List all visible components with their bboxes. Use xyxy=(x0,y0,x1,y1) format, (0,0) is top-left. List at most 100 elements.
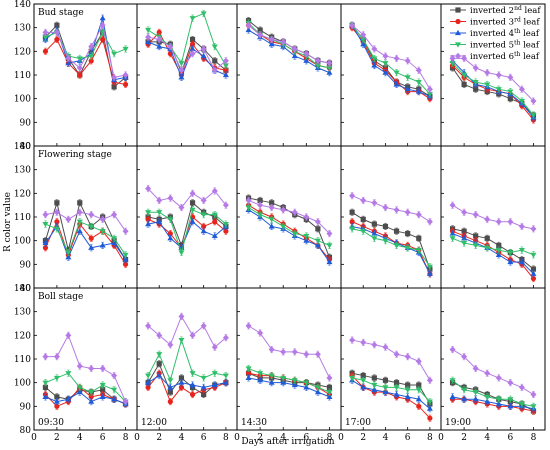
data-point xyxy=(371,230,378,236)
data-point xyxy=(449,61,456,67)
data-point xyxy=(245,374,252,381)
y-tick-label: 80 xyxy=(20,426,32,436)
data-point xyxy=(111,84,117,90)
data-point xyxy=(76,64,83,72)
data-point xyxy=(167,235,174,241)
stage-label: Flowering stage xyxy=(38,150,112,160)
data-point xyxy=(530,97,537,105)
data-point xyxy=(426,399,433,405)
data-point xyxy=(314,63,321,69)
data-point xyxy=(65,55,72,62)
y-tick-label: 80 xyxy=(20,142,32,152)
data-point xyxy=(76,385,83,391)
y-tick-label: 140 xyxy=(14,284,31,294)
data-point xyxy=(257,371,264,377)
data-point xyxy=(360,197,367,204)
data-point xyxy=(382,52,389,60)
data-point xyxy=(222,63,229,69)
data-point xyxy=(314,385,321,391)
y-tick-label: 110 xyxy=(14,213,31,223)
data-point xyxy=(314,351,321,358)
data-point xyxy=(426,377,433,384)
data-point xyxy=(76,362,83,370)
data-point xyxy=(99,365,106,372)
data-point xyxy=(393,55,400,62)
data-point xyxy=(484,69,491,76)
data-point xyxy=(178,250,185,256)
data-point xyxy=(449,236,456,242)
data-point xyxy=(211,232,218,239)
data-point xyxy=(145,221,152,227)
legend-marker xyxy=(455,52,461,60)
data-point xyxy=(326,59,333,67)
y-tick-label: 90 xyxy=(20,260,32,270)
data-point xyxy=(371,375,377,381)
data-point xyxy=(268,373,275,379)
data-point xyxy=(178,313,185,320)
data-point xyxy=(326,374,333,382)
data-point xyxy=(507,218,514,225)
legend-label-main: inverted 3 xyxy=(470,18,514,28)
data-point xyxy=(461,387,468,393)
data-point xyxy=(371,386,378,392)
data-point xyxy=(268,204,275,211)
data-point xyxy=(382,343,389,351)
data-point xyxy=(371,45,378,53)
data-point xyxy=(200,384,207,390)
x-tick-label: 0 xyxy=(134,433,140,443)
data-point xyxy=(99,242,106,248)
x-tick-label: 6 xyxy=(201,433,207,443)
x-tick-label: 6 xyxy=(405,433,411,443)
legend-label-superscript: th xyxy=(514,51,520,58)
legend-entry: inverted 6th leaf xyxy=(450,51,540,62)
data-point xyxy=(76,228,83,234)
data-point xyxy=(371,236,378,242)
panel-r2-c1: 80 90 100 110 120 130 140 Flowering stage xyxy=(14,142,138,294)
legend-label-tail: leaf xyxy=(522,6,542,16)
data-point xyxy=(201,391,207,398)
data-point xyxy=(518,384,525,391)
data-point xyxy=(99,15,106,21)
series-line-4 xyxy=(148,209,227,255)
data-point xyxy=(371,199,378,206)
data-point xyxy=(111,372,118,379)
data-point xyxy=(65,371,72,377)
legend-label-main: inverted 5 xyxy=(470,41,514,51)
y-tick-label: 110 xyxy=(14,71,31,81)
time-label: 19:00 xyxy=(445,418,471,428)
data-point xyxy=(495,71,502,79)
y-tick-label: 130 xyxy=(14,166,31,176)
data-point xyxy=(178,74,185,80)
legend-label: inverted 4th leaf xyxy=(470,28,540,39)
data-point xyxy=(426,86,433,93)
data-point xyxy=(449,393,456,399)
data-point xyxy=(326,258,333,265)
data-point xyxy=(326,393,333,399)
data-point xyxy=(404,209,411,216)
data-point xyxy=(99,393,106,399)
time-label: 14:30 xyxy=(241,418,267,428)
data-point xyxy=(484,398,491,404)
legend-label: inverted 5th leaf xyxy=(470,40,540,51)
data-point xyxy=(449,378,456,384)
data-point xyxy=(404,353,411,360)
y-tick-label: 100 xyxy=(14,95,31,105)
x-tick-label: 0 xyxy=(338,433,344,443)
data-point xyxy=(88,390,95,396)
data-point xyxy=(530,252,537,258)
data-point xyxy=(268,346,275,353)
data-point xyxy=(291,52,298,59)
panel-r2-c2 xyxy=(136,145,238,289)
data-point xyxy=(426,405,433,411)
y-tick-label: 90 xyxy=(20,118,32,128)
x-tick-label: 4 xyxy=(179,433,185,443)
data-point xyxy=(122,398,129,405)
data-point xyxy=(473,233,479,239)
data-point xyxy=(461,240,468,247)
data-point xyxy=(257,27,263,33)
panel-frame xyxy=(136,3,238,147)
panel-r1-c4 xyxy=(340,3,442,147)
x-tick-label: 4 xyxy=(77,433,83,443)
data-point xyxy=(326,243,333,249)
